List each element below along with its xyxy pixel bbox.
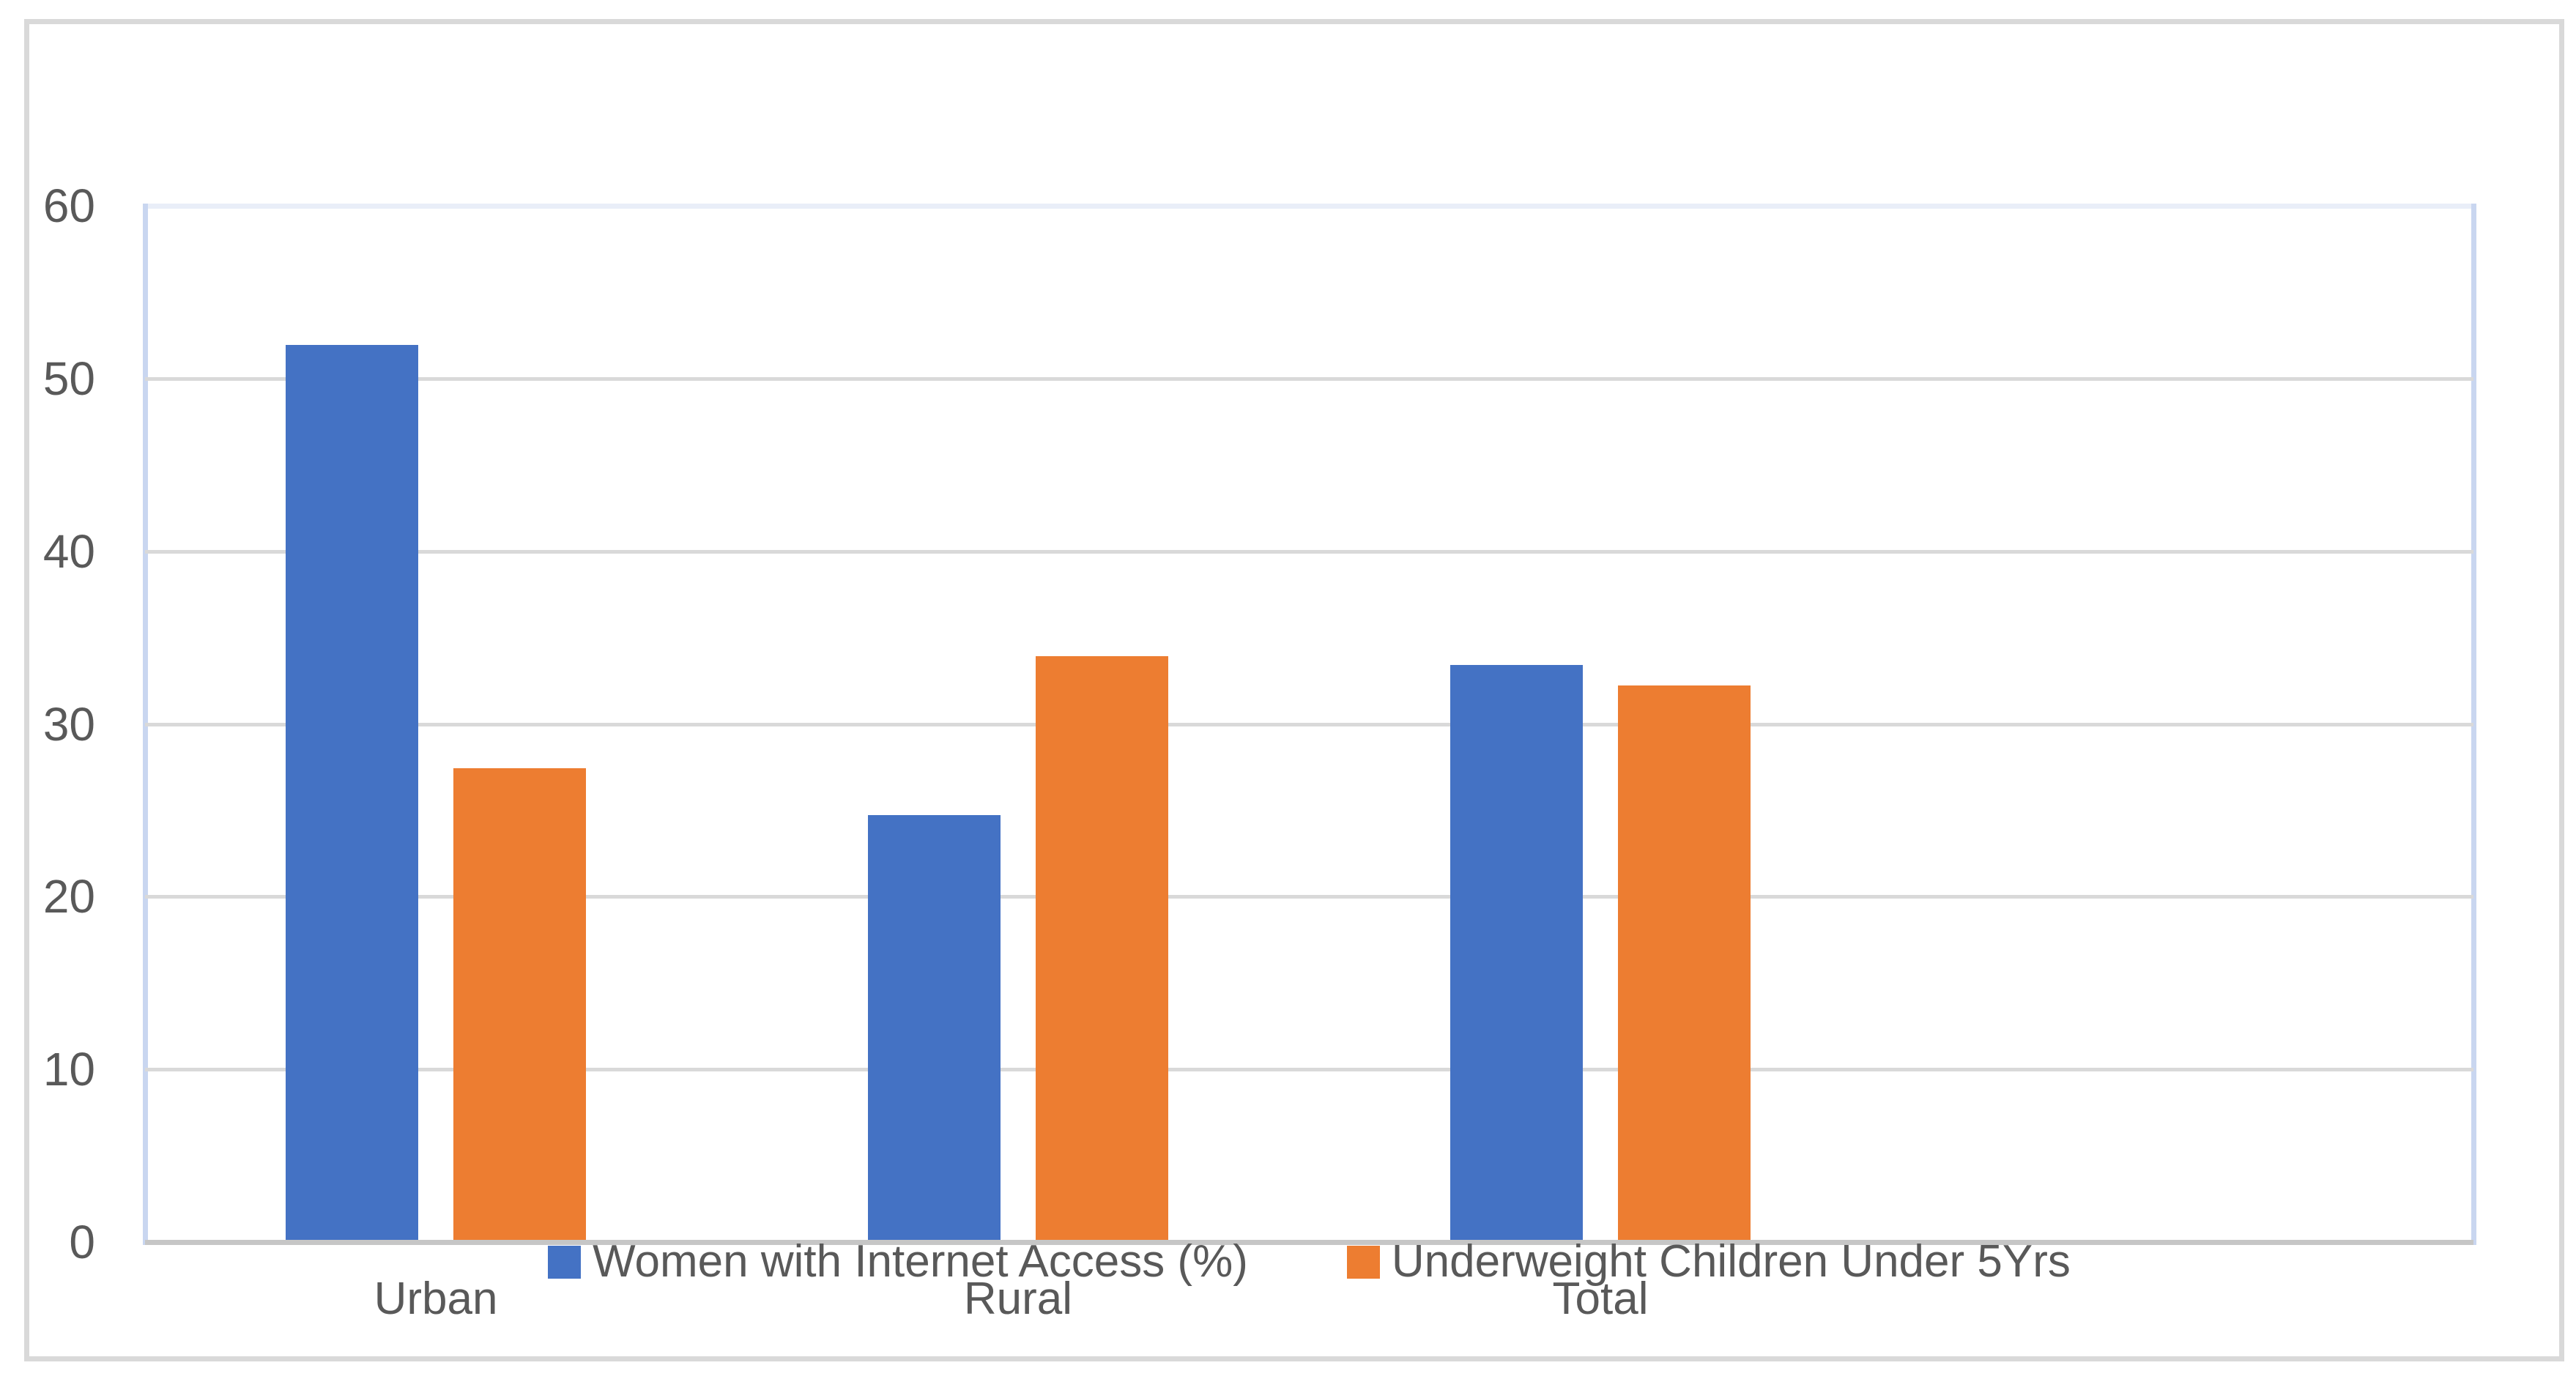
bar-series2-urban [453,768,586,1240]
y-axis-tick-label: 20 [42,870,95,923]
gridline [145,1068,2473,1072]
legend-label: Underweight Children Under 5Yrs [1391,1236,2071,1287]
y-axis-tick-label: 0 [69,1216,95,1268]
legend-label: Women with Internet Access (%) [593,1236,1248,1287]
plot-border-top [143,204,2476,209]
x-axis-line [145,1240,2473,1245]
gridline [145,549,2473,554]
x-axis-category-label: Total [1552,1274,1649,1324]
bar-series2-rural [1036,656,1168,1240]
gridline [145,895,2473,899]
legend-item: Underweight Children Under 5Yrs [1346,1236,2071,1287]
bar-series1-total [1450,665,1583,1240]
y-axis-tick-label: 40 [42,524,95,578]
bar-series2-total [1618,685,1751,1240]
legend-item: Women with Internet Access (%) [548,1239,1248,1285]
y-axis-tick-label: 10 [42,1043,95,1096]
bar-series1-urban [286,345,418,1240]
y-axis-tick-label: 50 [42,352,95,405]
legend-swatch-icon [1346,1245,1380,1279]
legend-swatch-icon [548,1245,582,1279]
legend: Women with Internet Access (%) Underweigh… [145,1239,2473,1285]
bar-series1-rural [868,815,1001,1240]
plot-border-right [2471,204,2476,1245]
x-axis-category-label: Rural [963,1274,1073,1324]
gridline [145,722,2473,726]
chart-frame [24,19,2564,1361]
y-axis-tick-label: 30 [42,697,95,751]
y-axis-tick-label: 60 [42,179,95,232]
x-axis-category-label: Urban [374,1274,498,1324]
gridline [145,376,2473,381]
